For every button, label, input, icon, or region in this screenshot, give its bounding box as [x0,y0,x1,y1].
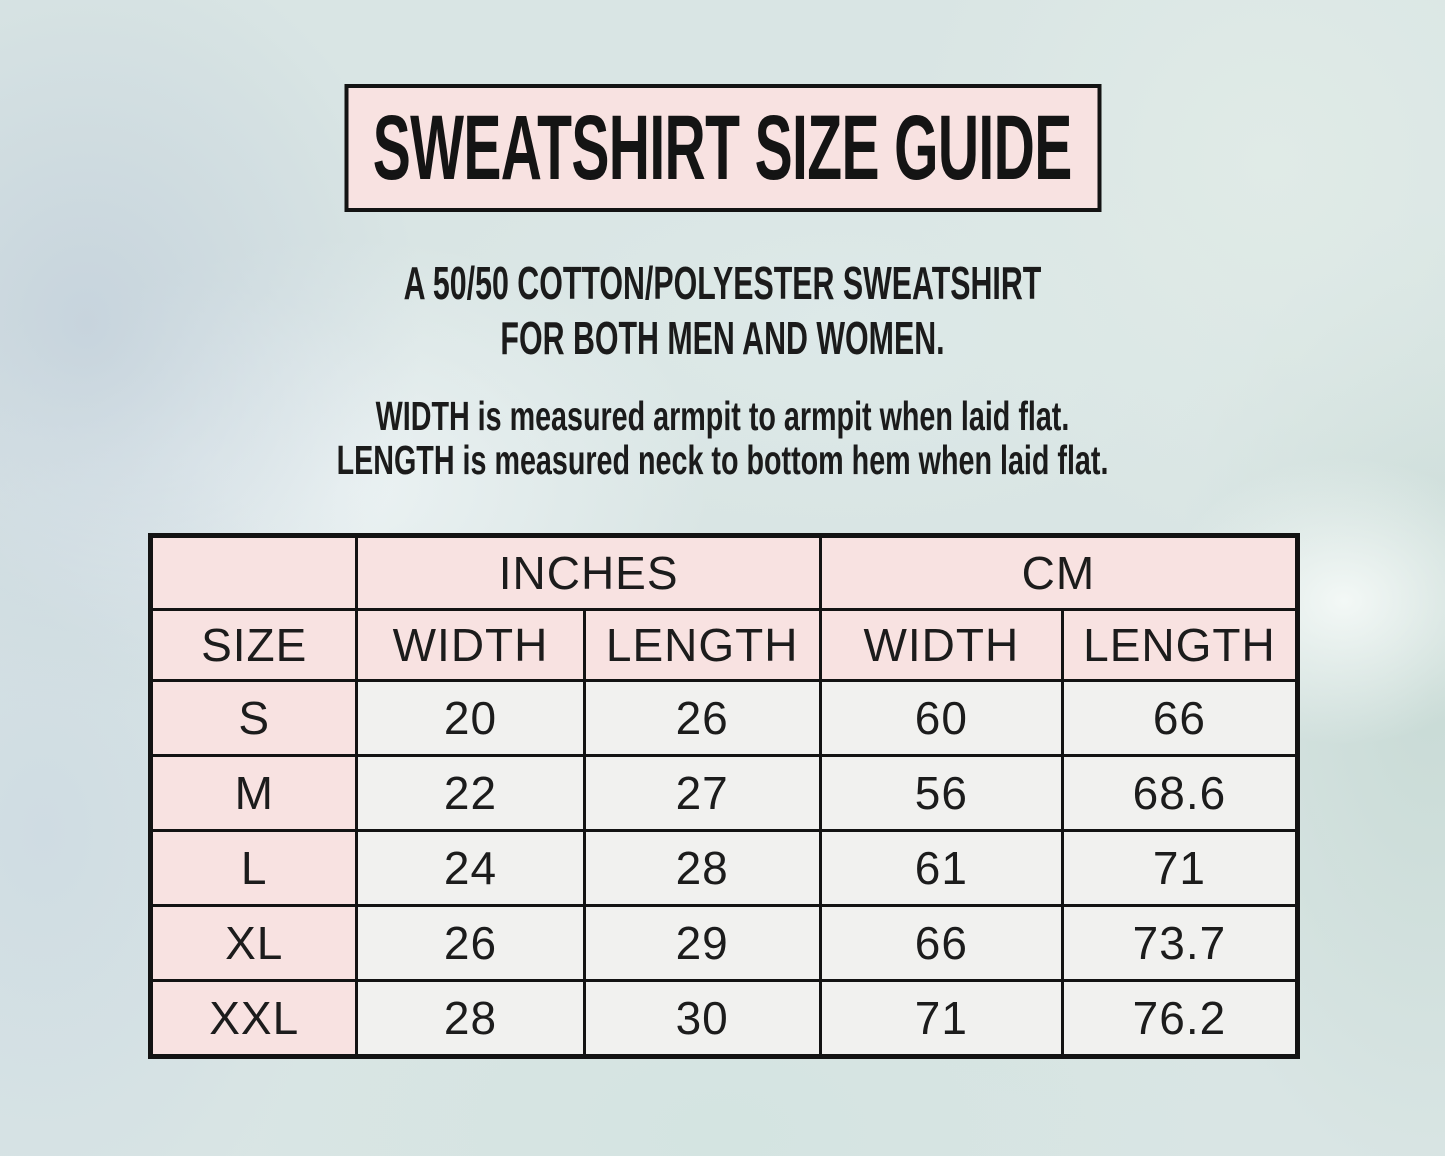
inches-width-value: 22 [355,754,586,832]
column-header-row: SIZE WIDTH LENGTH WIDTH LENGTH [148,608,1300,682]
size-label: XXL [148,979,359,1058]
table-row-xxl: XXL 28 30 71 76.2 [148,979,1300,1058]
size-label: S [148,679,359,757]
inches-length-value: 27 [582,754,822,832]
inches-length-value: 29 [582,904,822,982]
measurement-instructions: WIDTH is measured armpit to armpit when … [0,394,1445,482]
table-row-m: M 22 27 56 68.6 [148,754,1300,832]
inches-length-value: 26 [582,679,822,757]
cm-width-value: 61 [818,829,1064,907]
table-row-xl: XL 26 29 66 73.7 [148,904,1300,982]
size-label: L [148,829,359,907]
title-banner: SWEATSHIRT SIZE GUIDE [344,84,1101,212]
cm-width-header: WIDTH [818,608,1064,682]
inches-length-header: LENGTH [582,608,822,682]
corner-cell [148,534,359,611]
cm-length-value: 66 [1060,679,1300,757]
inches-length-value: 28 [582,829,822,907]
cm-width-value: 66 [818,904,1064,982]
size-column-header: SIZE [148,608,359,682]
page-title: SWEATSHIRT SIZE GUIDE [373,96,1073,199]
cm-length-header: LENGTH [1060,608,1300,682]
table-row-l: L 24 28 61 71 [148,829,1300,907]
inches-width-header: WIDTH [355,608,586,682]
size-label: XL [148,904,359,982]
inches-width-value: 20 [355,679,586,757]
cm-length-value: 73.7 [1060,904,1300,982]
size-chart-table: INCHES CM SIZE WIDTH LENGTH WIDTH LENGTH… [148,533,1300,1059]
width-instruction: WIDTH is measured armpit to armpit when … [375,393,1070,439]
cm-width-value: 60 [818,679,1064,757]
cm-width-value: 56 [818,754,1064,832]
unit-header-row: INCHES CM [148,534,1300,611]
subtitle-line-1: A 50/50 COTTON/POLYESTER SWEATSHIRT [403,257,1042,309]
cm-width-value: 71 [818,979,1064,1058]
inches-length-value: 30 [582,979,822,1058]
table-row-s: S 20 26 60 66 [148,679,1300,757]
inches-width-value: 24 [355,829,586,907]
size-label: M [148,754,359,832]
cm-length-value: 76.2 [1060,979,1300,1058]
inches-header: INCHES [355,534,822,611]
cm-length-value: 71 [1060,829,1300,907]
subtitle: A 50/50 COTTON/POLYESTER SWEATSHIRT FOR … [0,256,1445,366]
inches-width-value: 28 [355,979,586,1058]
cm-header: CM [818,534,1300,611]
cm-length-value: 68.6 [1060,754,1300,832]
inches-width-value: 26 [355,904,586,982]
subtitle-line-2: FOR BOTH MEN AND WOMEN. [500,312,945,364]
length-instruction: LENGTH is measured neck to bottom hem wh… [336,437,1109,483]
